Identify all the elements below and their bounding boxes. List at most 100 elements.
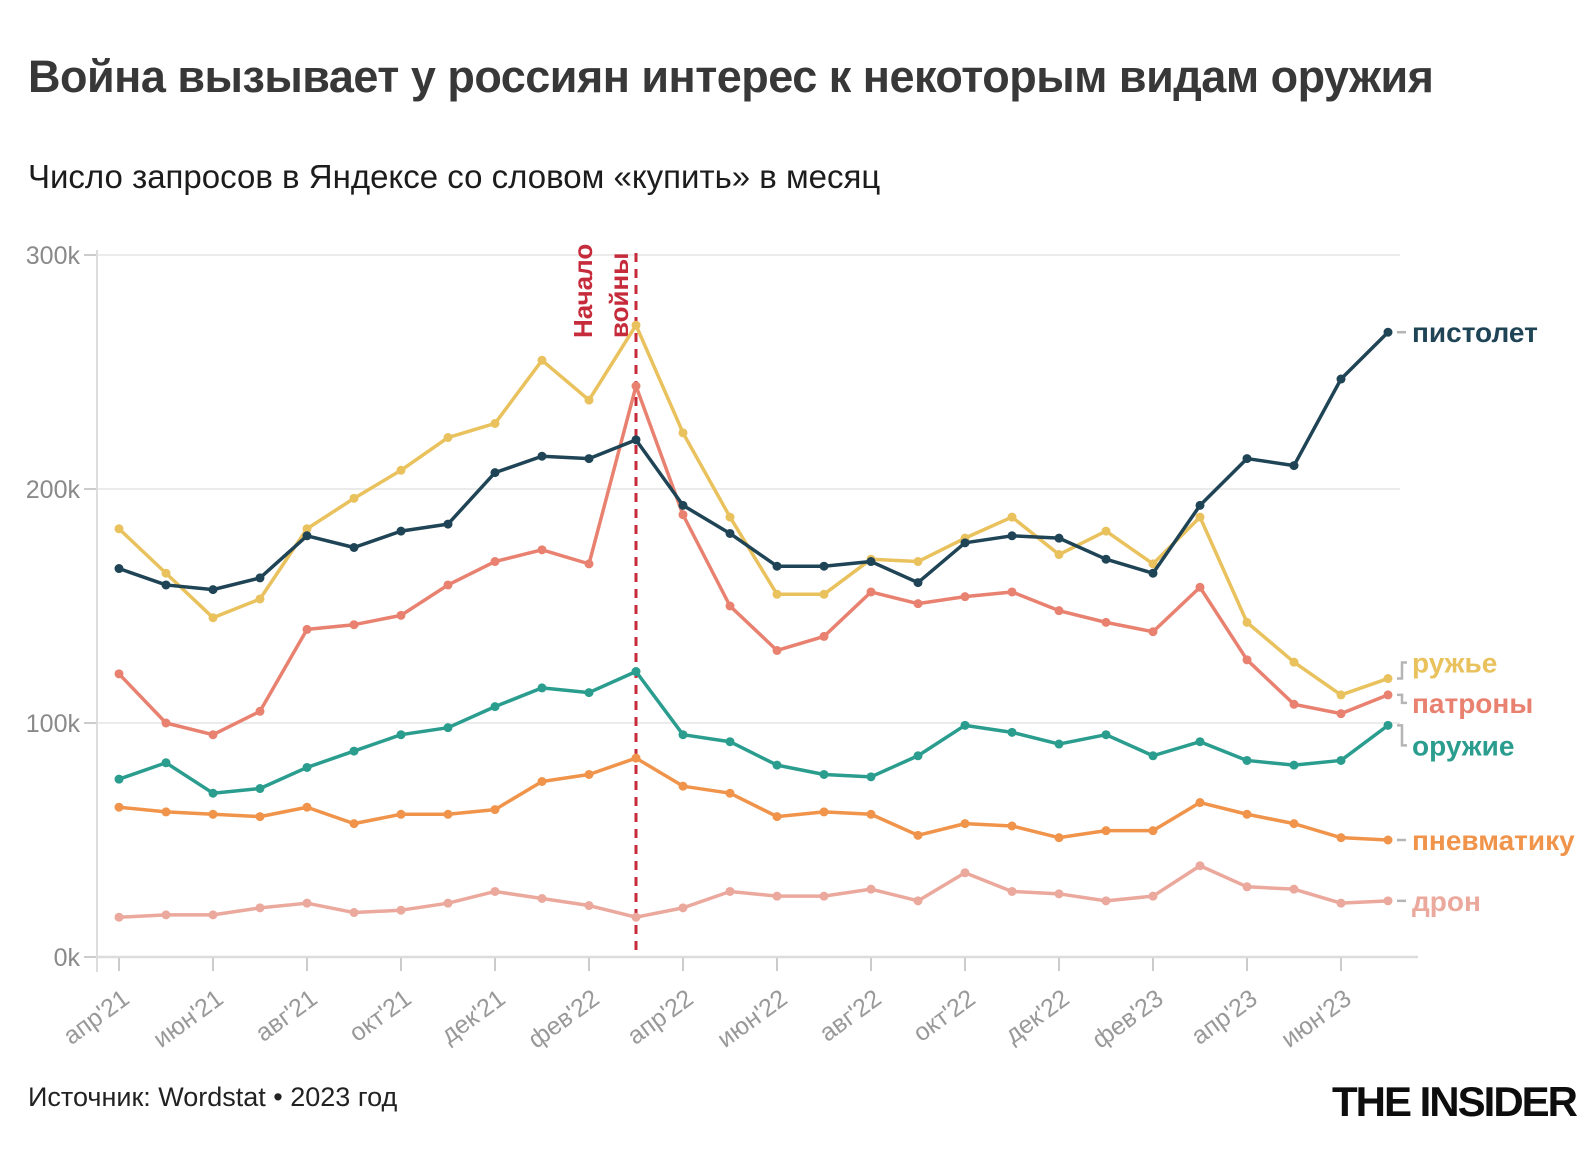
series-line-дрон (117, 863, 1390, 919)
data-point (960, 592, 970, 602)
data-point (1383, 720, 1393, 730)
data-point (819, 631, 829, 641)
data-point (631, 320, 641, 330)
data-point (537, 894, 547, 903)
data-point (255, 573, 265, 583)
data-point (114, 802, 124, 812)
data-point (490, 468, 500, 478)
data-point (443, 898, 453, 908)
x-axis-label: дек'22 (1000, 984, 1075, 1049)
data-point (1195, 500, 1205, 510)
legend-connector (1397, 693, 1407, 705)
data-point (584, 454, 594, 464)
data-point (443, 723, 453, 733)
data-point (1289, 461, 1299, 471)
data-point (396, 526, 406, 536)
war-start-label: войны (604, 253, 634, 338)
data-point (1007, 512, 1017, 522)
data-point (537, 451, 547, 461)
data-point (208, 730, 218, 740)
data-point (161, 568, 171, 578)
legend-connector (1397, 661, 1407, 680)
data-point (960, 868, 970, 878)
data-point (537, 683, 547, 693)
data-point (772, 589, 782, 599)
data-point (1148, 891, 1158, 901)
data-point (772, 561, 782, 571)
data-point (1289, 760, 1299, 770)
series-line-пистолет (117, 330, 1390, 592)
data-point (161, 758, 171, 768)
x-axis-label: фев'22 (523, 984, 604, 1054)
data-point (960, 819, 970, 829)
source-note: Источник: Wordstat • 2023 год (28, 1082, 398, 1112)
series-line-патроны (117, 384, 1390, 737)
data-point (678, 500, 688, 510)
data-point (1101, 896, 1111, 906)
data-point (631, 435, 641, 445)
x-axis-label: апр'22 (622, 984, 698, 1050)
data-point (866, 557, 876, 567)
legend-label-пистолет: пистолет (1412, 317, 1538, 348)
data-point (913, 751, 923, 761)
data-point (725, 788, 735, 798)
data-point (913, 830, 923, 840)
y-axis-label: 100k (26, 710, 81, 738)
x-axis-label: июн'22 (712, 984, 792, 1053)
data-point (866, 809, 876, 819)
data-point (208, 910, 218, 920)
x-axis-label: апр'23 (1186, 984, 1262, 1050)
data-point (584, 559, 594, 569)
data-point (349, 746, 359, 756)
data-point (1195, 861, 1205, 871)
data-point (1336, 833, 1346, 843)
legend-label-оружие: оружие (1412, 730, 1514, 761)
data-point (490, 702, 500, 712)
data-point (1289, 699, 1299, 709)
y-axis-label: 200k (26, 476, 81, 504)
data-point (490, 557, 500, 567)
data-point (114, 912, 124, 922)
data-point (584, 901, 594, 911)
data-point (1054, 739, 1064, 749)
x-axis-label: апр'21 (58, 984, 134, 1050)
data-point (1289, 819, 1299, 829)
data-point (1289, 657, 1299, 667)
data-point (396, 809, 406, 819)
war-start-label: Начало (568, 244, 598, 338)
data-point (1148, 559, 1158, 569)
data-point (819, 807, 829, 817)
data-point (1336, 374, 1346, 384)
data-point (1195, 582, 1205, 592)
data-point (772, 760, 782, 770)
data-point (1101, 617, 1111, 627)
data-point (631, 667, 641, 677)
x-axis-label: фев'23 (1087, 984, 1168, 1054)
data-point (208, 613, 218, 623)
data-point (443, 519, 453, 529)
data-point (819, 769, 829, 779)
data-point (1148, 568, 1158, 578)
data-point (1242, 882, 1252, 892)
data-point (866, 587, 876, 597)
data-point (960, 538, 970, 548)
data-point (161, 910, 171, 920)
data-point (208, 809, 218, 819)
data-point (302, 531, 312, 541)
x-axis-label: авг'21 (250, 984, 322, 1047)
data-point (631, 753, 641, 763)
x-axis-label: окт'21 (344, 984, 416, 1047)
data-point (302, 524, 312, 534)
data-point (725, 737, 735, 747)
data-point (678, 428, 688, 438)
data-point (490, 886, 500, 896)
data-point (1148, 627, 1158, 637)
data-point (913, 896, 923, 906)
data-point (725, 528, 735, 538)
data-point (161, 718, 171, 728)
data-point (349, 493, 359, 503)
data-point (678, 781, 688, 791)
data-point (1007, 587, 1017, 597)
data-point (1336, 709, 1346, 719)
